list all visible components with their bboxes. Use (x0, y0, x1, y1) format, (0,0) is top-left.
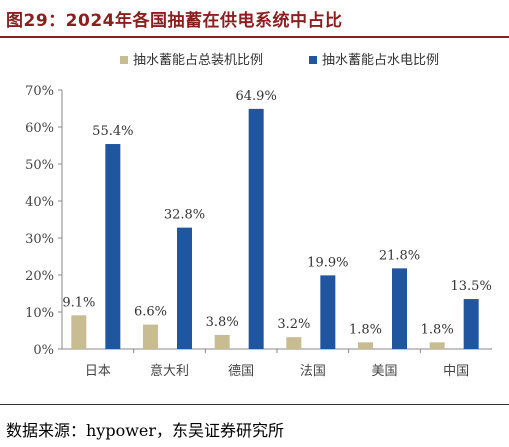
data-label: 19.9% (307, 255, 348, 270)
data-label: 21.8% (379, 248, 420, 263)
bar (248, 108, 264, 350)
title-bar: 图29：2024年各国抽蓄在供电系统中占比 (0, 0, 509, 38)
source-note: 数据来源：hypower，东吴证券研究所 (6, 421, 285, 440)
category-label: 意大利 (150, 363, 189, 379)
data-label: 3.8% (206, 315, 239, 330)
title-rule (0, 36, 509, 38)
bar (463, 299, 479, 349)
bar (177, 227, 192, 349)
data-label: 6.6% (134, 305, 167, 320)
data-label: 9.1% (62, 295, 95, 310)
y-tick-label: 50% (25, 158, 54, 173)
legend-swatch (120, 56, 128, 64)
category-label: 德国 (228, 364, 254, 379)
category-label: 中国 (443, 364, 469, 379)
bar (392, 268, 407, 349)
legend-swatch (309, 56, 317, 64)
bar (71, 315, 87, 349)
bar (358, 342, 373, 349)
bar (429, 342, 445, 349)
data-label: 13.5% (451, 279, 492, 294)
data-label: 55.4% (92, 124, 133, 139)
y-tick-label: 20% (25, 269, 54, 284)
data-label: 32.8% (164, 208, 205, 223)
category-label: 美国 (371, 364, 397, 379)
figure-title: 图29：2024年各国抽蓄在供电系统中占比 (6, 11, 343, 31)
bar (143, 324, 158, 349)
data-label: 1.8% (349, 322, 382, 337)
bar (286, 337, 302, 349)
bar (320, 275, 336, 349)
y-tick-label: 30% (25, 232, 54, 247)
y-tick-label: 10% (25, 306, 54, 321)
data-label: 3.2% (277, 317, 310, 332)
legend-label: 抽水蓄能占总装机比例 (133, 53, 263, 68)
data-label: 1.8% (421, 322, 454, 337)
bar-chart: 0% 10% 20% 30% 40% 50% 60% 70% 抽水蓄能占总装机比例 抽水蓄能占水电… (25, 53, 492, 379)
y-tick-label: 0% (33, 343, 54, 358)
category-label: 法国 (300, 364, 326, 379)
footer-rule (0, 404, 509, 405)
y-tick-label: 40% (25, 195, 54, 210)
y-tick-label: 70% (25, 84, 54, 99)
y-tick-label: 60% (25, 121, 54, 136)
legend-label: 抽水蓄能占水电比例 (322, 53, 439, 68)
bar (105, 144, 121, 349)
category-label: 日本 (85, 364, 111, 379)
data-label: 64.9% (236, 89, 277, 104)
bar (214, 334, 230, 349)
